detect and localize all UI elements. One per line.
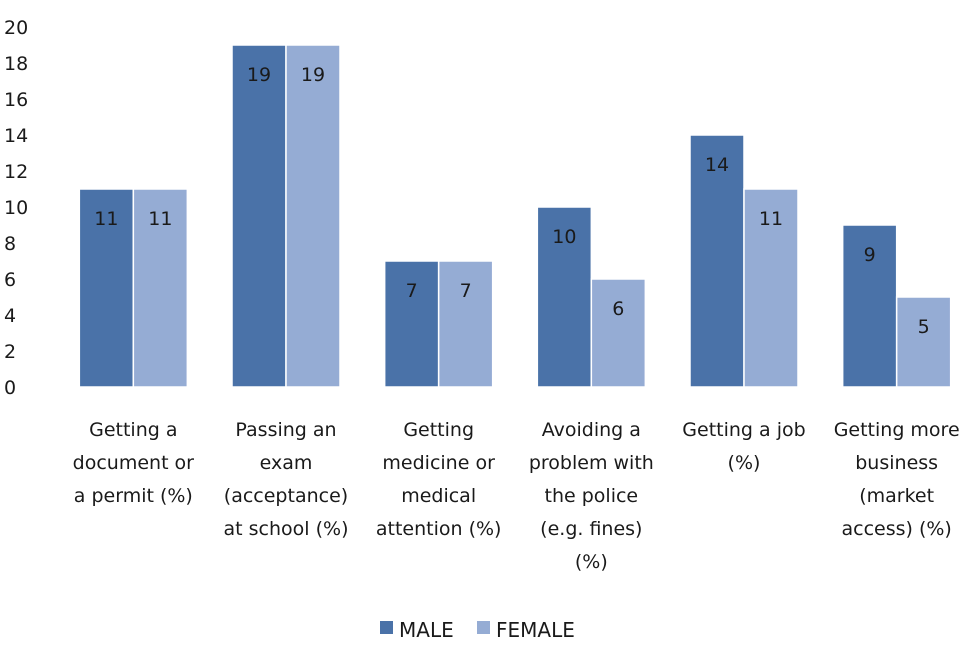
category-label-line: the police bbox=[545, 485, 639, 507]
y-tick-label: 8 bbox=[4, 233, 16, 255]
data-label-male-3: 10 bbox=[552, 226, 576, 248]
legend-swatch-female bbox=[477, 621, 490, 634]
category-label-line: access) (%) bbox=[841, 518, 951, 540]
bar-female-0 bbox=[132, 188, 189, 388]
category-label-line: medicine or bbox=[382, 452, 495, 474]
y-tick-label: 16 bbox=[4, 89, 28, 111]
category-label-line: Avoiding a bbox=[542, 419, 641, 441]
y-tick-label: 14 bbox=[4, 125, 28, 147]
y-tick-label: 0 bbox=[4, 377, 16, 399]
y-tick-label: 18 bbox=[4, 53, 28, 75]
bar-female-4 bbox=[743, 188, 799, 388]
legend: MALE FEMALE bbox=[380, 618, 575, 642]
data-label-female-2: 7 bbox=[460, 280, 472, 302]
category-label-line: exam bbox=[260, 452, 313, 474]
x-axis: Getting a document or a permit (%) Passing … bbox=[73, 419, 960, 573]
bar-female-5 bbox=[895, 296, 952, 388]
bar-male-2 bbox=[383, 260, 440, 388]
y-axis: 0 2 4 6 8 10 12 14 16 18 20 bbox=[4, 17, 28, 399]
bar-area: 11 11 19 19 7 7 10 6 14 11 9 5 bbox=[78, 44, 952, 388]
category-label-line: (acceptance) bbox=[224, 485, 348, 507]
data-label-male-5: 9 bbox=[864, 244, 876, 266]
category-label-line: (%) bbox=[575, 551, 608, 573]
bar-female-1 bbox=[285, 44, 341, 388]
category-label-line: at school (%) bbox=[224, 518, 349, 540]
legend-label-male: MALE bbox=[399, 618, 454, 642]
y-tick-label: 12 bbox=[4, 161, 28, 183]
category-label-line: (e.g. fines) bbox=[540, 518, 642, 540]
category-label-line: Getting a bbox=[89, 419, 177, 441]
bar-male-0 bbox=[78, 188, 135, 388]
y-tick-label: 4 bbox=[4, 305, 16, 327]
bar-female-2 bbox=[437, 260, 494, 388]
y-tick-label: 6 bbox=[4, 269, 16, 291]
data-label-male-2: 7 bbox=[406, 280, 418, 302]
category-label-line: (%) bbox=[728, 452, 761, 474]
data-label-female-5: 5 bbox=[918, 316, 930, 338]
data-label-female-3: 6 bbox=[612, 298, 624, 320]
y-tick-label: 2 bbox=[4, 341, 16, 363]
bar-male-3 bbox=[536, 206, 593, 388]
data-label-male-4: 14 bbox=[705, 154, 729, 176]
data-label-male-0: 11 bbox=[94, 208, 118, 230]
category-label-line: medical bbox=[401, 485, 476, 507]
category-label-line: Getting more bbox=[834, 419, 960, 441]
bar-male-4 bbox=[689, 134, 745, 388]
category-label-line: attention (%) bbox=[376, 518, 502, 540]
category-label-line: problem with bbox=[529, 452, 654, 474]
data-label-female-4: 11 bbox=[759, 208, 783, 230]
legend-swatch-male bbox=[380, 621, 393, 634]
data-label-male-1: 19 bbox=[247, 64, 271, 86]
category-label-line: (market bbox=[859, 485, 934, 507]
bar-male-5 bbox=[841, 224, 898, 388]
category-label-line: a permit (%) bbox=[74, 485, 193, 507]
category-label-line: Getting a job bbox=[682, 419, 805, 441]
category-label-line: document or bbox=[73, 452, 195, 474]
y-tick-label: 10 bbox=[4, 197, 28, 219]
category-label-line: business bbox=[855, 452, 938, 474]
legend-label-female: FEMALE bbox=[496, 618, 575, 642]
y-tick-label: 20 bbox=[4, 17, 28, 39]
data-label-female-0: 11 bbox=[148, 208, 172, 230]
category-label-line: Getting bbox=[403, 419, 474, 441]
data-label-female-1: 19 bbox=[301, 64, 325, 86]
category-label-line: Passing an bbox=[235, 419, 336, 441]
bar-female-3 bbox=[590, 278, 647, 388]
bar-male-1 bbox=[231, 44, 287, 388]
